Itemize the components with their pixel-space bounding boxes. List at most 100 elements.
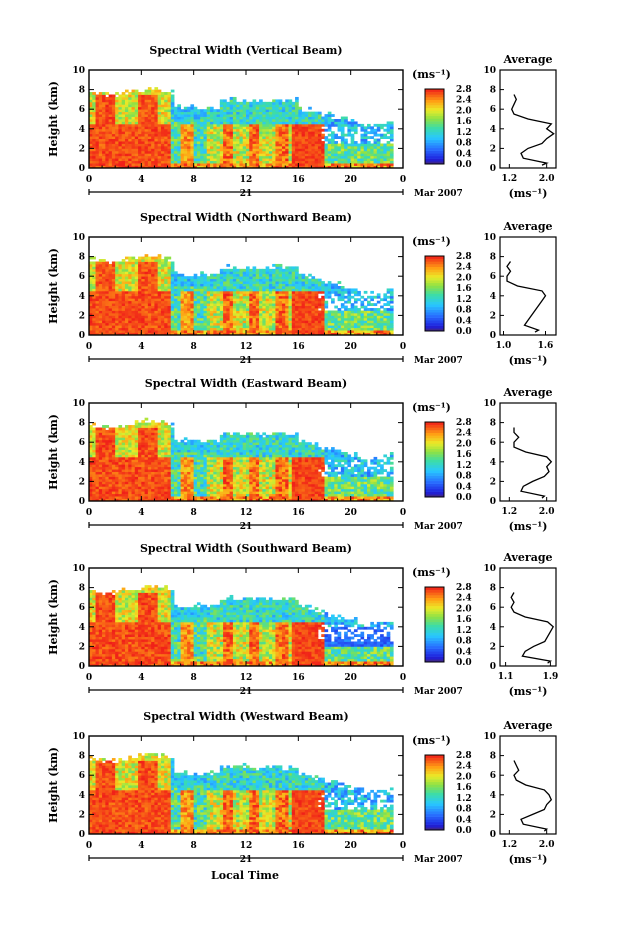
heatmap-cell [144, 317, 149, 321]
heatmap-cell [367, 308, 371, 311]
heatmap-cell [177, 104, 181, 108]
heatmap-cell [196, 290, 201, 294]
heatmap-cell [242, 288, 247, 292]
heatmap-cell [138, 271, 142, 275]
heatmap-cell [115, 263, 119, 267]
heatmap-cell [131, 295, 136, 299]
heatmap-cell [298, 111, 302, 115]
heatmap-cell [151, 165, 155, 169]
heatmap-cell [118, 96, 123, 100]
colorbar-swatch [425, 137, 444, 141]
heatmap-cell [262, 123, 267, 127]
heatmap-cell [357, 160, 361, 164]
heatmap-cell [167, 99, 172, 103]
heatmap-cell [317, 116, 322, 120]
heatmap-cell [317, 288, 322, 292]
heatmap-cell [92, 471, 96, 475]
heatmap-cell [327, 141, 332, 144]
heatmap-cell [249, 290, 253, 294]
heatmap-cell [376, 325, 381, 329]
heatmap-cell [275, 295, 280, 299]
heatmap-cell [98, 163, 103, 166]
heatmap-cell [147, 119, 152, 122]
heatmap-cell [295, 123, 299, 127]
heatmap-cell [344, 143, 348, 147]
x-tick-label: 20 [344, 175, 357, 185]
heatmap-cell [138, 320, 142, 324]
heatmap-cell [367, 322, 371, 326]
heatmap-cell [210, 305, 214, 309]
heatmap-cell [226, 145, 231, 149]
heatmap-cell [147, 136, 152, 139]
heatmap-cell [363, 155, 368, 159]
heatmap-cell [268, 155, 273, 159]
heatmap-cell [311, 300, 316, 304]
heatmap-cell [288, 266, 293, 270]
heatmap-cell [232, 327, 237, 331]
heatmap-cell [298, 121, 302, 125]
heatmap-cell [177, 320, 181, 324]
heatmap-cell [190, 148, 195, 152]
heatmap-cell [92, 104, 96, 108]
heatmap-cell [98, 295, 103, 299]
heatmap-cell [115, 138, 119, 142]
heatmap-cell [304, 133, 309, 137]
heatmap-cell [324, 136, 329, 139]
heatmap-cell [105, 165, 110, 169]
heatmap-cell [206, 116, 211, 120]
heatmap-cell [373, 320, 378, 324]
heatmap-cell [268, 305, 273, 309]
heatmap-cell [216, 131, 221, 135]
heatmap-cell [281, 138, 286, 142]
heatmap-cell [187, 165, 191, 169]
heatmap-cell [200, 143, 204, 147]
heatmap-cell [151, 109, 155, 113]
heatmap-cell [268, 317, 273, 321]
heatmap-cell [147, 96, 152, 100]
heatmap-cell [102, 141, 106, 144]
heatmap-cell [308, 150, 312, 154]
heatmap-cell [170, 320, 175, 324]
heatmap-cell [255, 283, 260, 287]
heatmap-cell [131, 158, 136, 162]
heatmap-cell [95, 111, 100, 115]
heatmap-cell [89, 456, 93, 460]
colorbar-swatch [425, 115, 444, 119]
heatmap-cell [367, 158, 371, 162]
heatmap-cell [108, 317, 113, 321]
heatmap-cell [380, 320, 384, 324]
heatmap-cell [111, 310, 116, 314]
heatmap-cell [111, 290, 116, 294]
heatmap-cell [151, 150, 155, 154]
heatmap-cell [92, 469, 96, 472]
heatmap-cell [275, 145, 280, 149]
heatmap-cell [134, 305, 139, 309]
heatmap-cell [350, 332, 355, 336]
heatmap-cell [111, 155, 116, 159]
heatmap-cell [141, 121, 145, 125]
heatmap-cell [275, 276, 280, 280]
heatmap-cell [167, 312, 172, 316]
heatmap-cell [118, 106, 123, 110]
heatmap-cell [138, 300, 142, 304]
heatmap-cell [138, 303, 142, 306]
heatmap-cell [239, 111, 244, 115]
heatmap-cell [298, 283, 302, 287]
heatmap-cell [121, 136, 126, 139]
heatmap-cell [262, 150, 267, 154]
heatmap-cell [363, 163, 368, 166]
heatmap-cell [210, 281, 214, 284]
heatmap-cell [98, 330, 103, 333]
heatmap-cell [229, 315, 234, 319]
heatmap-cell [281, 123, 286, 127]
heatmap-cell [301, 273, 306, 277]
heatmap-cell [164, 96, 168, 100]
heatmap-cell [223, 141, 227, 144]
heatmap-cell [111, 106, 116, 110]
heatmap-cell [180, 290, 185, 294]
heatmap-cell [239, 121, 244, 125]
heatmap-cell [259, 330, 263, 333]
heatmap-cell [291, 276, 296, 280]
heatmap-cell [210, 286, 214, 289]
heatmap-cell [308, 273, 312, 277]
